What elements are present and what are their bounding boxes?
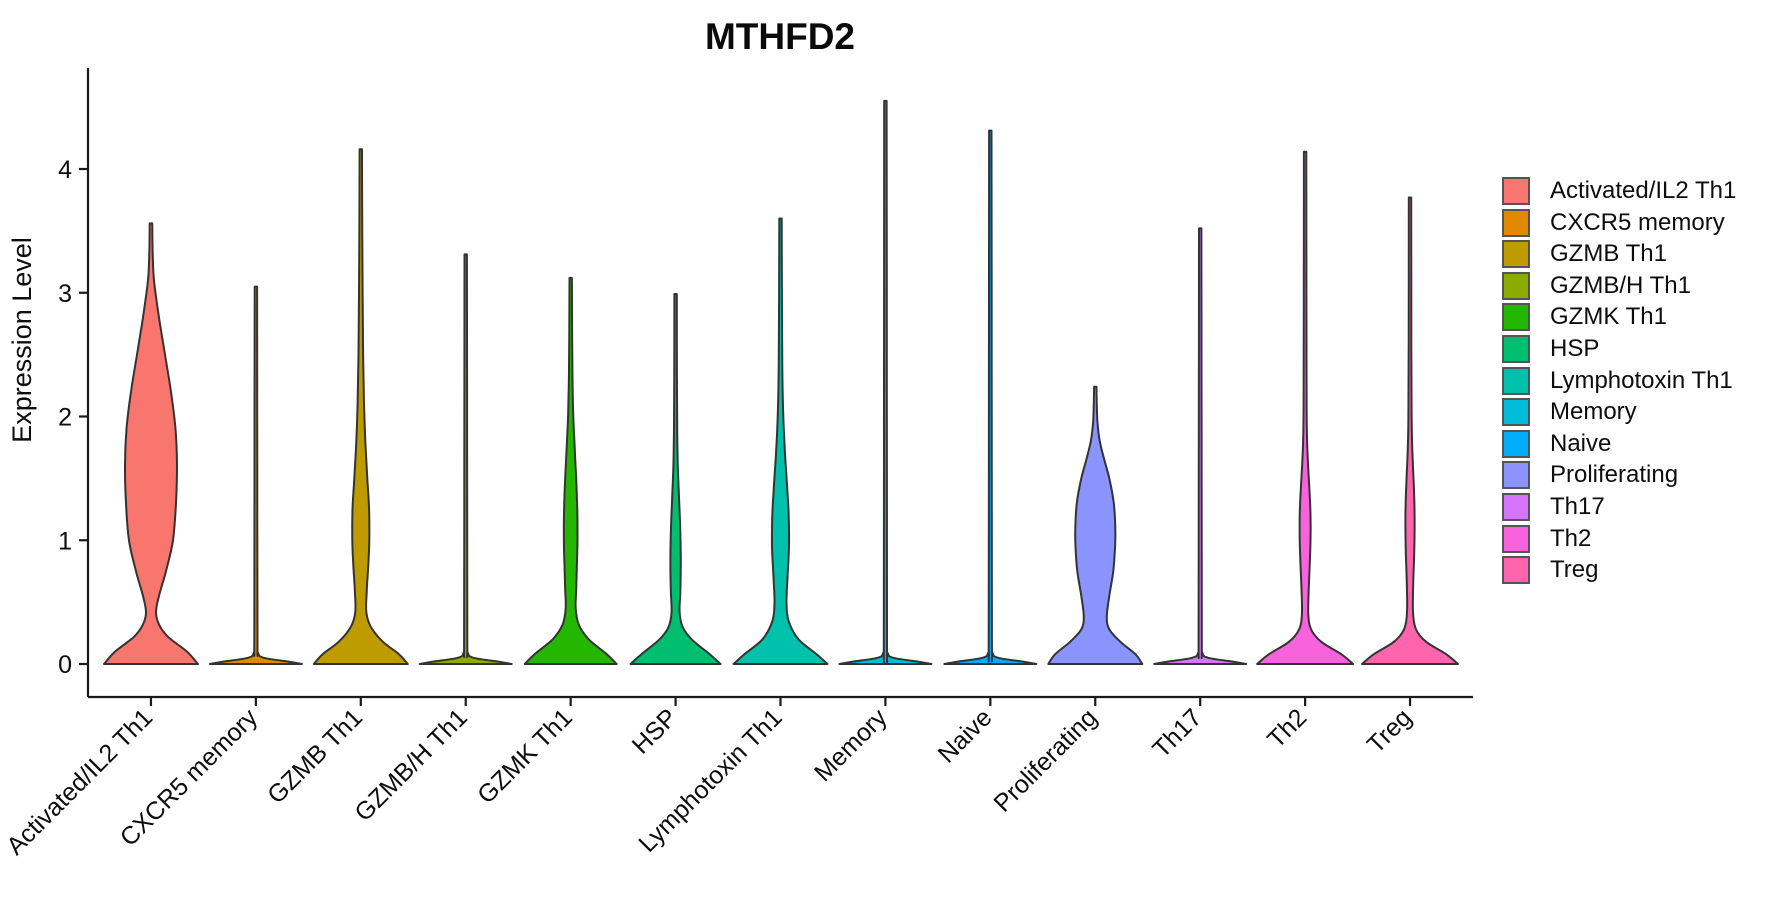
x-tick-label-naive: Naive [933,703,998,768]
violin-gzmk-th1 [523,276,618,665]
violin-naive [943,129,1038,665]
legend-label: Lymphotoxin Th1 [1550,366,1733,394]
y-axis-title: Expression Level [7,237,37,443]
violin-hsp [629,293,722,665]
x-tick-label-gzmb-h-th1: GZMB/H Th1 [349,703,473,827]
legend-label: GZMB/H Th1 [1550,271,1691,299]
legend: Activated/IL2 Th1 CXCR5 memory GZMB Th1 GZM… [1502,177,1736,585]
plot-title: MTHFD2 [705,16,855,57]
x-tick-label-th2: Th2 [1262,703,1312,753]
legend-label: GZMB Th1 [1550,240,1667,268]
legend-item-proliferating: Proliferating [1502,461,1736,490]
legend-swatch-activated-il2-th1 [1502,177,1530,205]
legend-swatch-lymphotoxin-th1 [1502,366,1530,395]
violins-group [103,99,1459,665]
legend-label: Naive [1550,429,1612,457]
legend-item-th2: Th2 [1502,524,1736,553]
violin-activated-il2-th1 [103,222,199,665]
violin-th2 [1256,150,1355,665]
legend-label: Treg [1550,556,1599,584]
violin-gzmb-h-th1 [418,253,513,665]
legend-swatch-cxcr5-memory [1502,208,1530,237]
legend-swatch-treg [1502,556,1530,585]
violin-memory [838,99,933,665]
y-tick-label: 3 [58,280,72,308]
legend-label: CXCR5 memory [1550,208,1725,236]
violin-cxcr5-memory [208,285,303,665]
legend-swatch-hsp [1502,334,1530,363]
legend-item-memory: Memory [1502,398,1736,427]
legend-item-th17: Th17 [1502,492,1736,521]
legend-item-activated-il2-th1: Activated/IL2 Th1 [1502,177,1736,205]
violin-proliferating [1047,385,1144,665]
violin-treg [1361,196,1459,665]
y-axis-ticks: 0 1 2 3 4 [58,156,88,679]
legend-item-gzmk-th1: GZMK Th1 [1502,303,1736,332]
legend-label: Th17 [1550,492,1605,520]
y-tick-label: 1 [58,527,72,555]
legend-label: Activated/IL2 Th1 [1550,177,1737,204]
legend-item-lymphotoxin-th1: Lymphotoxin Th1 [1502,366,1736,395]
legend-swatch-naive [1502,429,1530,458]
legend-swatch-proliferating [1502,461,1530,490]
legend-swatch-memory [1502,398,1530,427]
legend-swatch-th2 [1502,524,1530,553]
legend-item-naive: Naive [1502,429,1736,458]
legend-item-gzmb-th1: GZMB Th1 [1502,240,1736,269]
legend-item-hsp: HSP [1502,334,1736,363]
violin-th17 [1153,227,1248,665]
legend-item-gzmb-h-th1: GZMB/H Th1 [1502,271,1736,300]
x-tick-label-treg: Treg [1362,703,1417,758]
legend-item-cxcr5-memory: CXCR5 memory [1502,208,1736,237]
y-tick-label: 0 [58,651,72,679]
legend-label: HSP [1550,334,1600,362]
x-tick-label-gzmb-th1: GZMB Th1 [262,703,368,809]
legend-swatch-gzmb-th1 [1502,240,1530,269]
x-tick-label-memory: Memory [809,703,893,787]
legend-label: Memory [1550,398,1637,426]
legend-label: Th2 [1550,524,1592,552]
legend-swatch-gzmb-h-th1 [1502,271,1530,300]
legend-swatch-gzmk-th1 [1502,303,1530,332]
legend-item-treg: Treg [1502,556,1736,585]
x-tick-label-hsp: HSP [627,703,683,759]
x-tick-label-th17: Th17 [1147,703,1207,763]
y-tick-label: 2 [58,404,72,432]
legend-label: GZMK Th1 [1550,303,1667,331]
x-tick-label-gzmk-th1: GZMK Th1 [472,703,578,809]
x-tick-label-proliferating: Proliferating [988,703,1102,817]
violin-gzmb-th1 [312,148,409,665]
legend-swatch-th17 [1502,492,1530,521]
violin-lymphotoxin-th1 [732,217,829,665]
legend-label: Proliferating [1550,461,1679,489]
y-tick-label: 4 [58,156,72,184]
